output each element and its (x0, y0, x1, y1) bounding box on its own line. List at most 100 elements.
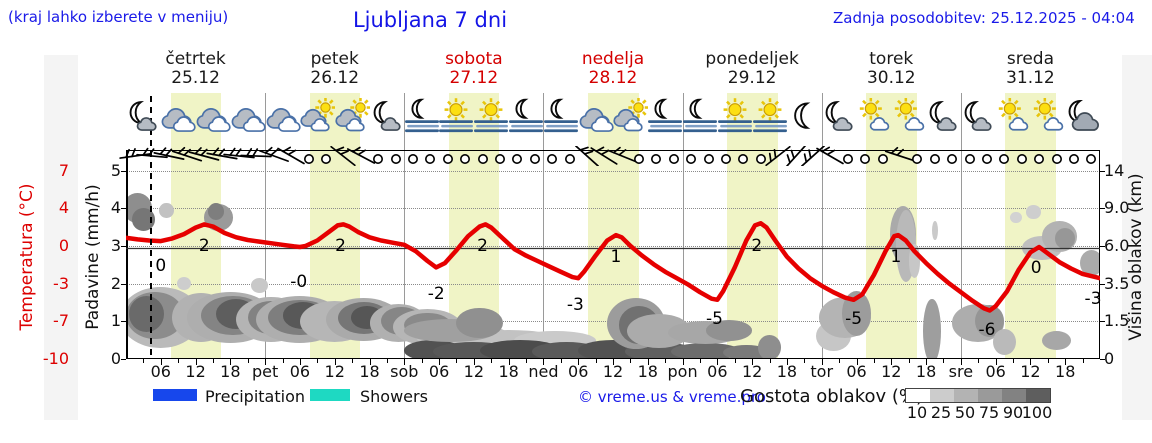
temperature-value-label: 0 (1030, 257, 1042, 278)
x-hour-label: 06 (985, 362, 1006, 381)
x-tick (873, 359, 875, 363)
x-tick (1065, 359, 1067, 365)
x-tick (334, 359, 336, 365)
x-hour-label: 18 (359, 362, 380, 381)
temperature-value-label: 1 (610, 247, 622, 268)
day-date: 28.12 (588, 68, 638, 88)
wind-calm-icon (685, 150, 697, 169)
last-update-label: Zadnja posodobitev: 25.12.2025 - 04:04 (833, 9, 1135, 27)
day-name: torek (869, 49, 914, 69)
x-hour-label: 06 (150, 362, 171, 381)
x-hour-label: 06 (568, 362, 589, 381)
gridline (126, 208, 1100, 210)
weather-icon-mf (543, 98, 579, 134)
right-tick (1100, 321, 1105, 323)
left-tick (121, 321, 126, 323)
cloud-tick-label: 0 (1104, 349, 1115, 368)
x-tick (682, 359, 684, 365)
wind-barb-icon (812, 146, 848, 170)
x-day-abbrev: sob (390, 362, 419, 381)
wind-calm-icon (964, 150, 976, 169)
wind-barb-icon (778, 144, 814, 170)
x-tick (839, 359, 841, 363)
x-tick (647, 359, 649, 365)
weather-icon-mc (960, 98, 996, 134)
wind-barb-icon (169, 146, 205, 170)
weather-icon-mc (369, 98, 405, 134)
wind-calm-icon (1068, 150, 1080, 169)
x-hour-label: 18 (1055, 362, 1076, 381)
day-header-torek: torek 30.12 (822, 50, 961, 88)
wind-calm-icon (511, 150, 523, 169)
wind-calm-icon (459, 150, 471, 169)
x-hour-label: 12 (602, 362, 624, 381)
right-tick (1100, 359, 1105, 360)
x-day-abbrev: pon (667, 362, 698, 381)
x-tick (595, 359, 597, 363)
weather-icon-c (265, 98, 301, 134)
weather-icon-sc (995, 97, 1031, 134)
wind-barb-icon (882, 146, 918, 170)
x-tick (699, 359, 701, 363)
density-tick-label: 75 (978, 403, 1000, 422)
x-hour-label: 18 (220, 362, 241, 381)
x-tick (265, 359, 267, 365)
temp-tick-label: 0 (58, 235, 69, 255)
temp-tick-label: -3 (53, 273, 69, 293)
left-tick (121, 359, 126, 360)
cloud-blob (992, 328, 1016, 356)
temperature-value-label: -6 (978, 319, 996, 340)
x-hour-label: 06 (289, 362, 311, 381)
wind-calm-icon (546, 150, 558, 169)
right-tick (1100, 283, 1105, 285)
left-tick (121, 170, 126, 172)
wind-barb-icon (604, 146, 640, 170)
wind-calm-icon (981, 150, 993, 169)
wind-calm-icon (424, 150, 436, 169)
wind-calm-icon (755, 150, 767, 169)
x-tick (491, 359, 493, 363)
x-tick (978, 359, 980, 363)
cloud-tick-label: 6.0 (1104, 235, 1130, 255)
density-tick-label: 100 (1021, 403, 1053, 422)
day-header-sobota: sobota 27.12 (404, 50, 543, 88)
x-tick (508, 359, 510, 365)
precipitation-label: Precipitation (205, 387, 306, 406)
wind-calm-icon (407, 150, 419, 169)
x-tick (195, 359, 197, 365)
day-name: petek (310, 49, 359, 69)
wind-calm-icon (1085, 150, 1097, 169)
wind-barb-icon (325, 145, 361, 170)
weather-icon-cs (612, 97, 650, 134)
weather-icon-mf (682, 98, 718, 134)
x-tick (891, 359, 893, 365)
wind-calm-icon (303, 150, 315, 169)
x-tick (247, 359, 249, 363)
density-cell (1026, 389, 1050, 402)
cloud-blob (723, 344, 770, 359)
wind-calm-icon (859, 150, 871, 169)
cloud-blob (923, 298, 941, 359)
temperature-value-label: -5 (705, 308, 723, 329)
x-day-abbrev: pet (252, 362, 279, 381)
x-day-abbrev: tor (810, 362, 834, 381)
x-tick (908, 359, 910, 363)
wind-calm-icon (737, 150, 749, 169)
weather-icon-sf (752, 98, 788, 134)
day-name: ponedeljek (705, 49, 799, 69)
x-tick (1082, 359, 1084, 363)
x-hour-label: 06 (428, 362, 450, 381)
cloud-blob (757, 335, 782, 359)
weather-icon-mc (125, 98, 161, 134)
wind-calm-icon (929, 150, 941, 169)
x-hour-label: 12 (881, 362, 902, 381)
x-tick (160, 359, 162, 365)
x-tick (299, 359, 301, 365)
wind-calm-icon (1033, 150, 1045, 169)
copyright-link[interactable]: © vreme.us & vreme.pro (578, 388, 766, 406)
cloud-blob (456, 308, 503, 339)
weather-icon-sf (473, 98, 509, 134)
day-date: 30.12 (866, 68, 916, 88)
cloud-blob (705, 320, 753, 342)
precip-tick-label: 5 (110, 160, 121, 180)
